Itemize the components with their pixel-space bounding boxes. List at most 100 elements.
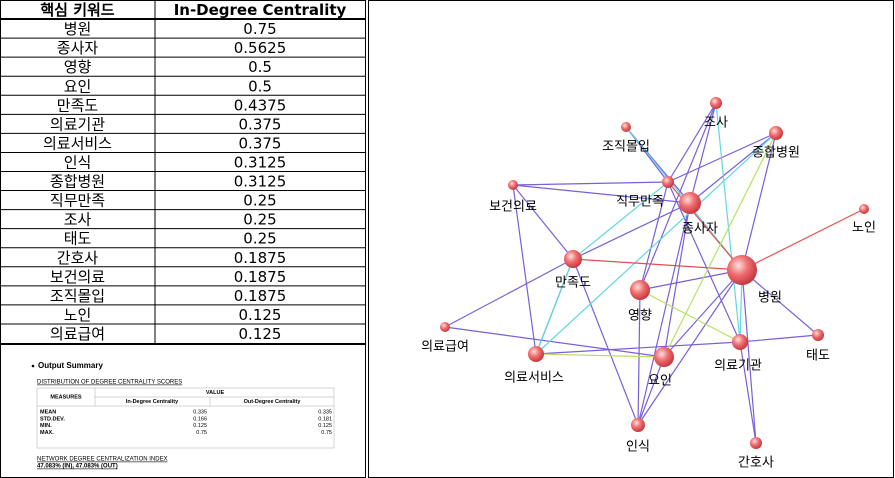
edge bbox=[741, 269, 757, 444]
table-cell: 조사 bbox=[64, 211, 92, 229]
summary-header: MEASURES bbox=[50, 394, 82, 400]
table-cell: 종사자 bbox=[57, 39, 99, 57]
table-cell: 간호사 bbox=[57, 249, 99, 267]
edge bbox=[667, 102, 717, 183]
edge bbox=[535, 132, 777, 355]
table-cell: 만족도 bbox=[57, 96, 99, 114]
table-cell: 0.5 bbox=[248, 58, 272, 76]
table-cell: 보건의료 bbox=[50, 268, 105, 286]
summary-section: DISTRIBUTION OF DEGREE CENTRALITY SCORES bbox=[37, 380, 182, 386]
node-label: 태도 bbox=[806, 349, 830, 364]
table-cell: 종합병원 bbox=[50, 173, 105, 191]
node bbox=[812, 329, 824, 341]
table-cell: 영향 bbox=[64, 58, 92, 76]
edge bbox=[512, 184, 537, 355]
table-cell: 0.3125 bbox=[234, 173, 287, 191]
edge bbox=[535, 341, 741, 355]
node-label: 의료급여 bbox=[421, 340, 469, 355]
summary-table bbox=[36, 387, 335, 449]
table-cell: 태도 bbox=[64, 230, 92, 248]
node bbox=[679, 192, 701, 214]
node bbox=[750, 437, 762, 449]
summary-value: 0.335 bbox=[318, 409, 332, 415]
summary-value: 0.335 bbox=[193, 409, 207, 415]
node bbox=[564, 250, 582, 268]
summary-header: In-Degree Centrality bbox=[126, 399, 179, 405]
summary-value: 0.75 bbox=[196, 430, 207, 436]
edge bbox=[663, 132, 777, 358]
table-cell: 0.1875 bbox=[234, 268, 287, 286]
edge bbox=[741, 132, 777, 271]
summary-value: 0.166 bbox=[193, 416, 207, 422]
table-cell: 노인 bbox=[64, 306, 92, 324]
table-cell: 0.4375 bbox=[234, 96, 287, 114]
node-label: 조사 bbox=[704, 116, 728, 131]
summary-header: VALUE bbox=[206, 390, 225, 396]
node bbox=[440, 322, 450, 332]
node-label: 간호사 bbox=[738, 456, 774, 471]
edge bbox=[739, 341, 757, 444]
table-cell: 0.375 bbox=[239, 115, 282, 133]
node-label: 병원 bbox=[758, 291, 782, 306]
edge bbox=[535, 353, 665, 358]
summary-value: 0.125 bbox=[318, 423, 332, 429]
bullet bbox=[31, 364, 35, 368]
edge bbox=[572, 258, 743, 271]
edge bbox=[512, 184, 574, 260]
node bbox=[631, 418, 645, 432]
table-cell: 요인 bbox=[64, 77, 92, 95]
node bbox=[859, 204, 869, 214]
edge bbox=[637, 289, 641, 426]
node bbox=[630, 280, 650, 300]
table-cell: 인식 bbox=[64, 153, 92, 171]
edge bbox=[444, 258, 574, 328]
summary-label: STD.DEV. bbox=[40, 416, 65, 422]
table-cell: 조직몰입 bbox=[50, 287, 105, 305]
edge bbox=[639, 289, 741, 343]
node bbox=[662, 176, 674, 188]
table-cell: 0.1875 bbox=[234, 287, 287, 305]
table-cell: 병원 bbox=[64, 20, 92, 38]
table-cell: 0.75 bbox=[243, 20, 276, 38]
edge bbox=[572, 202, 691, 260]
edge bbox=[667, 181, 743, 271]
summary-title: Output Summary bbox=[38, 361, 103, 370]
edge bbox=[639, 102, 717, 291]
table-header: 핵심 키워드 bbox=[40, 1, 114, 19]
node bbox=[710, 97, 722, 109]
node bbox=[732, 334, 748, 350]
edges bbox=[444, 102, 865, 444]
edge bbox=[715, 102, 741, 343]
edge bbox=[637, 269, 743, 426]
table-cell: 0.25 bbox=[243, 230, 276, 248]
summary-value: 0.75 bbox=[321, 430, 332, 436]
node bbox=[769, 126, 783, 140]
node bbox=[727, 255, 757, 285]
edge bbox=[739, 334, 819, 343]
node-label: 종사자 bbox=[682, 222, 718, 237]
edge bbox=[637, 356, 665, 426]
edge bbox=[637, 202, 691, 426]
table-cell: 0.25 bbox=[243, 192, 276, 210]
node bbox=[654, 347, 674, 367]
edge bbox=[741, 208, 865, 271]
edge bbox=[512, 184, 691, 204]
summary-label: MAX. bbox=[40, 430, 54, 436]
index-text: 47.083% (IN), 47.083% (OUT) bbox=[37, 464, 118, 470]
node-label: 보건의료 bbox=[489, 200, 537, 215]
node bbox=[621, 122, 631, 132]
node-label: 인식 bbox=[626, 440, 650, 455]
table-cell: 0.25 bbox=[243, 211, 276, 229]
edge bbox=[689, 102, 717, 204]
table-cell: 0.125 bbox=[239, 306, 282, 324]
edge bbox=[663, 202, 691, 358]
node-label: 종합병원 bbox=[752, 146, 800, 161]
node-label: 의료기관 bbox=[714, 359, 762, 374]
table-header: In-Degree Centrality bbox=[174, 1, 347, 19]
summary-value: 0.181 bbox=[318, 416, 332, 422]
edge bbox=[689, 132, 777, 204]
node-label: 만족도 bbox=[555, 276, 591, 291]
edge bbox=[444, 326, 665, 358]
